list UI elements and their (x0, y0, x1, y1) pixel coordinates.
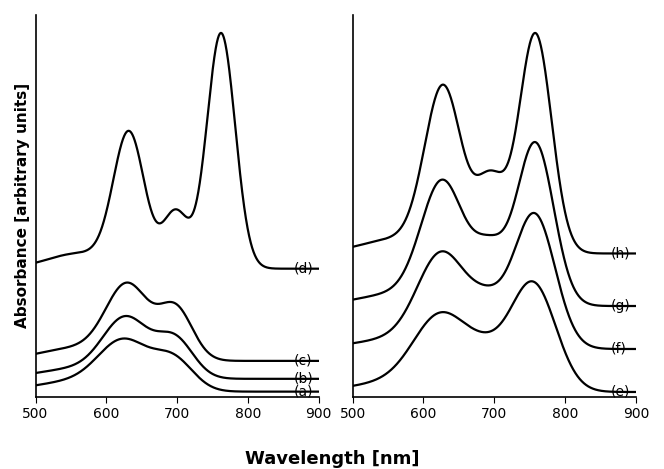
Text: (d): (d) (294, 262, 313, 276)
Text: (c): (c) (294, 354, 313, 368)
Y-axis label: Absorbance [arbitrary units]: Absorbance [arbitrary units] (15, 83, 30, 328)
Text: (b): (b) (294, 372, 313, 386)
Text: (e): (e) (611, 385, 630, 399)
Text: Wavelength [nm]: Wavelength [nm] (245, 450, 419, 469)
Text: (h): (h) (611, 247, 631, 260)
Text: (g): (g) (611, 299, 631, 313)
Text: (a): (a) (294, 385, 313, 399)
Text: (f): (f) (611, 342, 627, 356)
